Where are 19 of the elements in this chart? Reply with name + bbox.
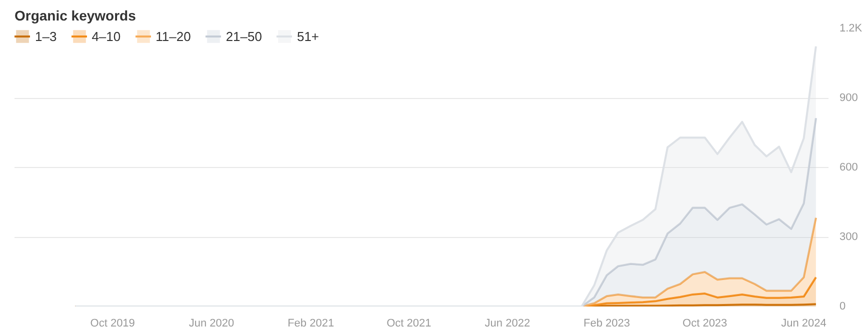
x-tick-label: Jun 2024 <box>781 318 826 330</box>
x-tick-label: Oct 2019 <box>90 318 135 330</box>
legend-label: 51+ <box>296 28 320 44</box>
x-tick-label: Jun 2022 <box>484 318 530 330</box>
x-tick-label: Feb 2023 <box>584 318 630 330</box>
legend-label: 21–50 <box>226 28 262 44</box>
y-tick-label: 900 <box>840 92 858 104</box>
y-tick-label: 1.2K <box>840 22 863 34</box>
y-tick-label: 0 <box>840 300 846 312</box>
x-tick-label: Oct 2023 <box>682 318 728 330</box>
chart-title: Organic keywords <box>14 8 136 24</box>
legend-label: 4–10 <box>92 28 121 44</box>
x-tick-label: Oct 2021 <box>386 318 432 330</box>
legend-label: 11–20 <box>156 28 191 44</box>
x-tick-label: Feb 2021 <box>288 318 334 330</box>
y-tick-label: 600 <box>840 162 858 174</box>
legend-label: 1–3 <box>35 28 57 44</box>
y-tick-label: 300 <box>840 231 858 243</box>
x-tick-label: Jun 2020 <box>188 318 234 330</box>
